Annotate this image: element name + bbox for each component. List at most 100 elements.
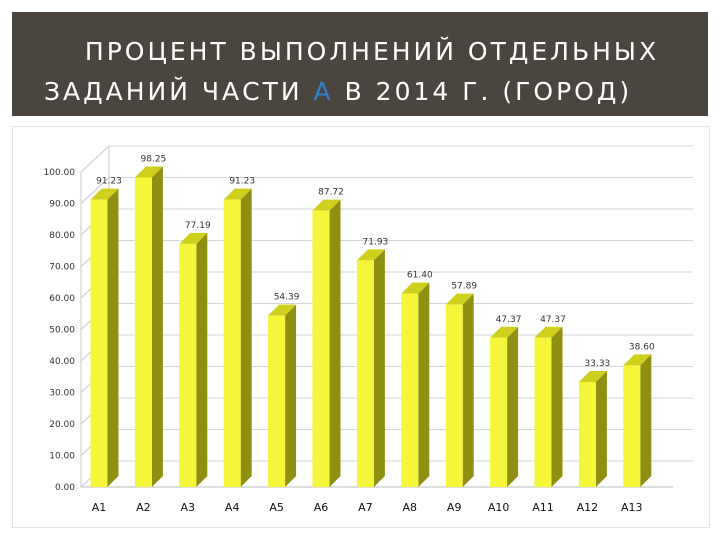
data-label: 61.40 [407,271,433,281]
bar [490,326,519,487]
bar-top [179,232,208,244]
y-tick-label: 20.00 [49,420,75,430]
bar-side [107,188,119,488]
data-label: 47.37 [496,315,522,325]
bar-front [490,337,508,487]
x-tick-label: А11 [532,501,554,514]
title-banner: ПРОЦЕНТ ВЫПОЛНЕНИЙ ОТДЕЛЬНЫХ ЗАДАНИЙ ЧАС… [12,12,708,116]
data-label: 33.33 [585,359,611,369]
data-label: 98.25 [141,155,167,165]
title-line-1: ПРОЦЕНТ ВЫПОЛНЕНИЙ ОТДЕЛЬНЫХ [84,37,660,66]
bar-top [356,249,385,261]
title-line-2-start: ЗАДАНИЙ ЧАСТИ [44,77,314,106]
x-tick-label: А6 [314,501,329,514]
bar-top [401,282,430,294]
bar [578,371,607,487]
x-tick-label: А2 [136,501,151,514]
bar-front [179,243,197,487]
data-label: 38.60 [629,342,655,352]
x-tick-label: А1 [92,501,107,514]
bar-top [490,326,519,338]
y-tick-label: 60.00 [49,294,75,304]
x-tick-label: А8 [403,501,418,514]
bar-front [578,382,596,487]
bar-front [312,210,330,487]
page-title: ПРОЦЕНТ ВЫПОЛНЕНИЙ ОТДЕЛЬНЫХ ЗАДАНИЙ ЧАС… [44,32,692,112]
bar [356,249,385,487]
chart-area: 0.00 10.00 20.00 30.00 40.00 50.00 60.00 70.00 8… [12,126,710,528]
bar [623,354,652,487]
bar-front [134,177,152,487]
bar-side [507,326,519,487]
bar [90,188,119,488]
bar-front [356,260,374,487]
bar [401,282,430,487]
data-label: 54.39 [274,293,300,303]
bar [445,293,474,487]
bar-front [623,365,641,487]
bar-side [240,188,252,488]
y-tick-label: 70.00 [49,263,75,273]
bar-top [312,199,341,211]
x-tick-label: А5 [269,501,284,514]
y-tick-label: 50.00 [49,326,75,336]
gridline-diagonal [80,177,110,204]
y-tick-label: 90.00 [49,200,75,210]
x-tick-label: А9 [447,501,462,514]
bar-front [90,199,108,488]
bar-side [285,304,297,487]
data-label: 91.23 [96,177,122,187]
bar-front [401,293,419,487]
bar [223,188,252,488]
bar [312,199,341,487]
y-tick-label: 40.00 [49,357,75,367]
bar [134,166,163,487]
bar-front [445,304,463,487]
x-tick-label: А3 [181,501,196,514]
title-accent-letter: А [313,77,334,106]
y-tick-label: 30.00 [49,389,75,399]
bar-side [640,354,652,487]
data-label: 47.37 [540,315,566,325]
bar-top [223,188,252,200]
y-tick-label: 100.00 [44,168,76,178]
bar-top [623,354,652,366]
bar-side [373,249,385,487]
x-tick-label: А12 [577,501,599,514]
title-line-2-end: В 2014 Г. (ГОРОД) [333,77,633,106]
bar-side [595,371,607,487]
x-tick-label: А10 [488,501,510,514]
title-line-2: ЗАДАНИЙ ЧАСТИ А В 2014 Г. (ГОРОД) [44,72,692,112]
x-tick-label: А4 [225,501,240,514]
gridline-diagonal [80,145,110,173]
data-label: 91.23 [229,177,255,187]
y-tick-label: 10.00 [49,452,75,462]
data-label: 71.93 [363,237,389,247]
bar-side [151,166,163,487]
bar-front [268,315,286,487]
bar-top [445,293,474,305]
y-tick-label: 0.00 [55,483,75,493]
bar-front [223,199,241,488]
bar [268,304,297,487]
x-tick-label: А13 [621,501,643,514]
bar-side [196,232,208,487]
bar [534,326,563,487]
bar [179,232,208,487]
bar-side [329,199,341,487]
bar-top [268,304,297,316]
x-tick-label: А7 [358,501,373,514]
bar-side [462,293,474,487]
bar-top [578,371,607,383]
bar-front [534,337,552,487]
bar-side [418,282,430,487]
y-tick-label: 80.00 [49,231,75,241]
bar-chart: 0.00 10.00 20.00 30.00 40.00 50.00 60.00 70.00 8… [44,145,693,514]
bar-top [534,326,563,338]
bar-top [90,188,119,200]
data-label: 57.89 [451,282,477,292]
bar-side [551,326,563,487]
bar-top [134,166,163,178]
data-label: 87.72 [318,188,344,198]
data-label: 77.19 [185,221,211,231]
